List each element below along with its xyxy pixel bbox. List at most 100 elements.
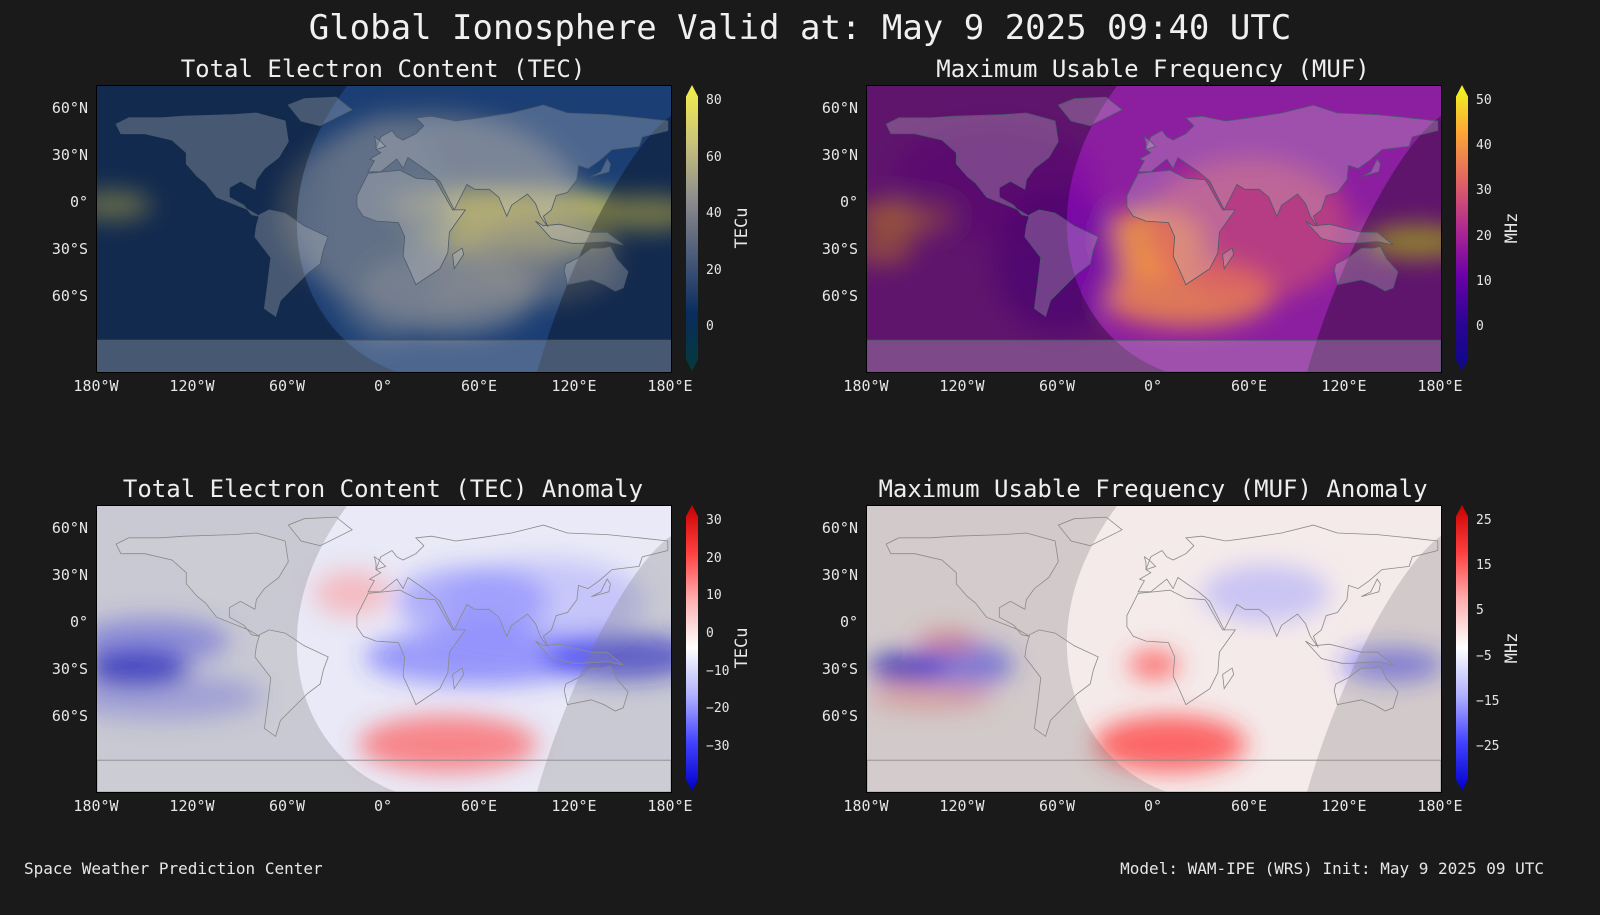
lon-tick-label: 120°W [169, 377, 215, 395]
field-feature [441, 558, 646, 645]
field-feature [97, 618, 230, 664]
field-feature [97, 673, 263, 720]
colorbar-tick-label: 10 [706, 588, 722, 604]
lat-tick-label: 30°N [821, 566, 858, 584]
lon-tick-label: 120°E [551, 797, 597, 815]
colorbar-tick-label: 10 [1476, 273, 1492, 289]
lon-tick-label: 60°W [1038, 797, 1076, 815]
colorbar-tick-label: 15 [1476, 558, 1492, 574]
continent-outline [867, 759, 1441, 792]
field-feature [358, 715, 538, 773]
lat-tick-label: 30°S [821, 660, 858, 678]
continent-outline [535, 640, 624, 666]
panel-title: Maximum Usable Frequency (MUF) [936, 55, 1370, 83]
continent-outline [1137, 524, 1439, 648]
field-feature [892, 124, 1097, 239]
colorbar-tick-label: −5 [1476, 648, 1492, 664]
continent-outline [885, 112, 1059, 217]
field-feature [867, 682, 995, 711]
field-feature [1093, 715, 1247, 773]
colorbar-tick-label: 60 [706, 149, 722, 165]
panel-tec-anomaly: Total Electron Content (TEC) Anomaly 60°N… [0, 475, 800, 915]
lat-tick-label: 30°N [51, 566, 88, 584]
colorbar-tick-label: 20 [1476, 228, 1492, 244]
continent-outline [97, 339, 671, 372]
lon-tick-label: 0° [1143, 377, 1163, 395]
continent-outline [452, 667, 465, 690]
night-shade [867, 86, 1167, 372]
map-tec-anomaly [96, 505, 672, 793]
colorbar-tick-label: 20 [706, 550, 722, 566]
continent-outline [1137, 104, 1439, 228]
colorbar-gradient [686, 505, 698, 791]
continent-outline [115, 532, 289, 637]
lon-tick-label: 120°E [551, 377, 597, 395]
colorbar: 50 40 30 20 10 0 MHz [1456, 85, 1566, 371]
lat-tick-label: 60°S [51, 287, 88, 305]
figure-title: Global Ionosphere Valid at: May 9 2025 0… [308, 8, 1292, 48]
continent-outline [452, 247, 465, 270]
lat-tick-label: 60°N [51, 99, 88, 117]
lon-tick-label: 120°W [939, 797, 985, 815]
lat-tick-label: 30°N [51, 146, 88, 164]
map-muf [866, 85, 1442, 373]
colorbar-tick-label: 40 [1476, 138, 1492, 154]
colorbar-tick-label: 0 [1476, 319, 1484, 334]
continent-outline [356, 589, 467, 706]
panel-title: Total Electron Content (TEC) [180, 55, 586, 83]
lon-tick-label: 180°E [1417, 797, 1463, 815]
field-feature [867, 230, 914, 266]
map-tec [96, 85, 672, 373]
field-feature [97, 190, 152, 220]
lon-tick-label: 60°E [1230, 377, 1268, 395]
colorbar-tick-label: −10 [706, 663, 730, 679]
lat-tick-label: 60°S [821, 707, 858, 725]
continent-outline [287, 516, 353, 547]
colorbar-tick-label: −15 [1476, 693, 1500, 709]
continent-outline [1361, 158, 1381, 177]
night-shade [97, 506, 397, 792]
continent-outline [1143, 555, 1157, 571]
continent-outline [1361, 578, 1381, 597]
lon-tick-label: 0° [373, 797, 393, 815]
lat-tick-label: 60°N [821, 519, 858, 537]
continent-outline [867, 339, 1441, 372]
colorbar-tick-label: 30 [1476, 183, 1492, 199]
continent-outline [1333, 246, 1399, 292]
continent-outline [1126, 169, 1237, 286]
field-feature [596, 195, 671, 231]
map-muf-anomaly [866, 505, 1442, 793]
lat-tick-label: 0° [69, 193, 88, 211]
continent-outline [1024, 629, 1099, 738]
colorbar-tick-label: −30 [706, 739, 730, 754]
lat-tick-label: 60°N [821, 99, 858, 117]
night-shade [1307, 116, 1441, 372]
lon-tick-label: 180°E [1417, 377, 1463, 395]
colorbar-tick-label: 5 [1476, 603, 1484, 619]
colorbar: 30 20 10 0 −10 −20 −30 TECu [686, 505, 796, 791]
continent-outline [563, 666, 629, 712]
continent-outline [1333, 666, 1399, 712]
colorbar-label: MHz [1502, 632, 1522, 664]
lon-tick-label: 60°E [460, 377, 498, 395]
continent-outline [367, 524, 669, 648]
panel-muf-anomaly: Maximum Usable Frequency (MUF) Anomaly 60… [770, 475, 1570, 915]
lon-tick-label: 60°E [460, 797, 498, 815]
lon-tick-label: 120°W [939, 377, 985, 395]
lon-tick-label: 180°W [843, 377, 889, 395]
lon-tick-label: 0° [373, 377, 393, 395]
colorbar-gradient [1456, 505, 1468, 791]
field-feature [466, 217, 620, 304]
lat-tick-label: 0° [69, 613, 88, 631]
colorbar-tick-label: 40 [706, 206, 722, 221]
lon-tick-label: 180°E [647, 797, 693, 815]
lon-tick-label: 180°W [73, 377, 119, 395]
colorbar-tick-label: 25 [1476, 513, 1492, 528]
panel-muf: Maximum Usable Frequency (MUF) 60°N 30°N 0°… [770, 55, 1570, 495]
continent-outline [356, 169, 467, 286]
continent-outline [1143, 135, 1157, 151]
night-shade [867, 506, 1167, 792]
lon-tick-label: 60°E [1230, 797, 1268, 815]
continent-outline [885, 532, 1059, 637]
lon-tick-label: 120°E [1321, 377, 1367, 395]
